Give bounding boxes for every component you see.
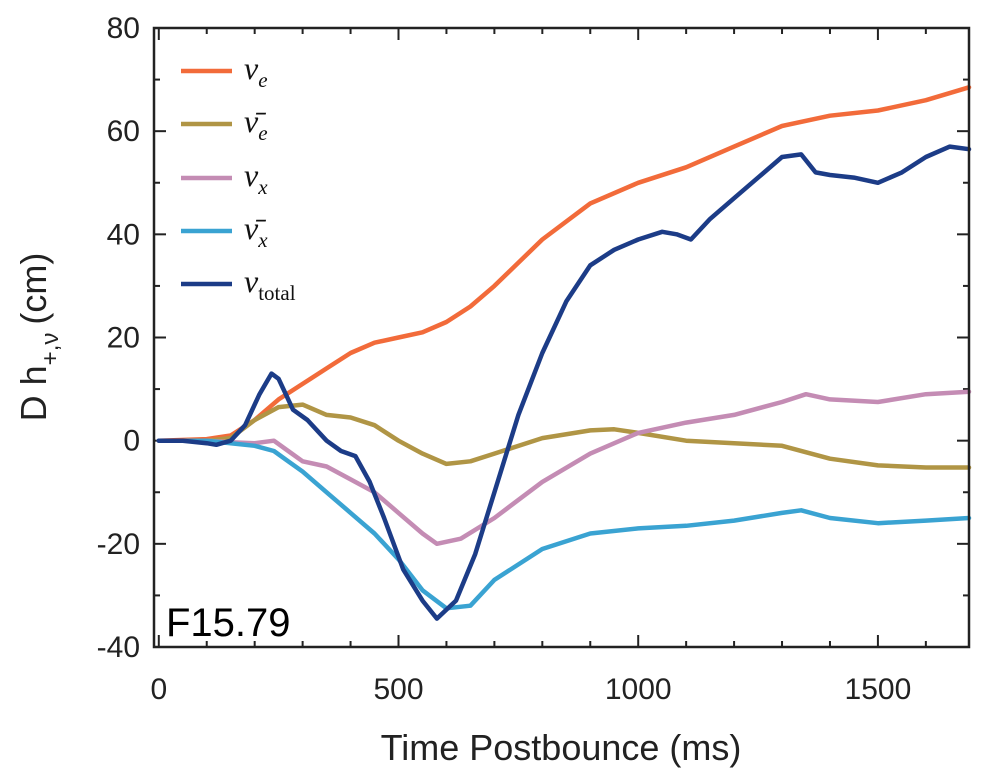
plot-area bbox=[154, 28, 969, 647]
x-axis-label: Time Postbounce (ms) bbox=[381, 727, 742, 768]
legend-sub-nubar-x: x bbox=[257, 228, 268, 252]
x-tick-label: 1000 bbox=[605, 673, 672, 706]
legend-item-nu-x: νx bbox=[181, 157, 268, 199]
x-tick-label: 1500 bbox=[845, 673, 912, 706]
series-line-nubar-x bbox=[156, 438, 972, 611]
svg-text:νe: νe bbox=[244, 50, 268, 92]
legend-item-nu-e: νe bbox=[181, 50, 268, 92]
series-lines bbox=[156, 85, 972, 621]
y-axis-label-main: D h bbox=[13, 365, 54, 421]
y-tick-label: 0 bbox=[123, 425, 140, 458]
legend-sub-nubar-e: e bbox=[258, 121, 267, 145]
y-tick-label: 20 bbox=[107, 322, 140, 355]
legend-item-nu-total: νtotal bbox=[181, 263, 296, 305]
y-tick-label: -20 bbox=[97, 528, 140, 561]
legend: νe ν̄e νx ν̄x νtotal bbox=[181, 50, 296, 305]
y-tick-label: 60 bbox=[107, 115, 140, 148]
svg-text:D h+,ν(cm): D h+,ν (cm) bbox=[13, 253, 64, 422]
legend-sub-nu-x: x bbox=[257, 175, 268, 199]
plot-frame bbox=[152, 26, 971, 649]
legend-label-nu-x: ν bbox=[244, 157, 259, 193]
legend-sub-nu-total: total bbox=[258, 281, 295, 305]
legend-label-nu-total: ν bbox=[244, 263, 259, 299]
svg-text:νtotal: νtotal bbox=[244, 263, 296, 305]
y-axis-label-unit: (cm) bbox=[13, 253, 54, 325]
series-line-nu-total bbox=[156, 144, 972, 621]
y-tick-label: 80 bbox=[107, 12, 140, 45]
y-axis-label-subscript: +,ν bbox=[37, 333, 64, 366]
y-axis-label: D h+,ν (cm) bbox=[13, 253, 64, 422]
series-line-nu-e bbox=[156, 85, 972, 443]
x-tick-label: 500 bbox=[373, 673, 423, 706]
series-line-nu-x bbox=[156, 389, 972, 547]
legend-label-nu-e: ν bbox=[244, 50, 259, 86]
svg-text:νx: νx bbox=[244, 157, 268, 199]
y-tick-label: -40 bbox=[97, 631, 140, 664]
y-tick-label: 40 bbox=[107, 218, 140, 251]
series-line-nubar-e bbox=[156, 402, 972, 470]
tick-labels: -40 -20 0 20 40 60 80 0 500 1000 1500 bbox=[97, 12, 912, 706]
model-annotation: F15.79 bbox=[166, 601, 291, 645]
x-tick-label: 0 bbox=[150, 673, 167, 706]
legend-sub-nu-e: e bbox=[258, 68, 267, 92]
